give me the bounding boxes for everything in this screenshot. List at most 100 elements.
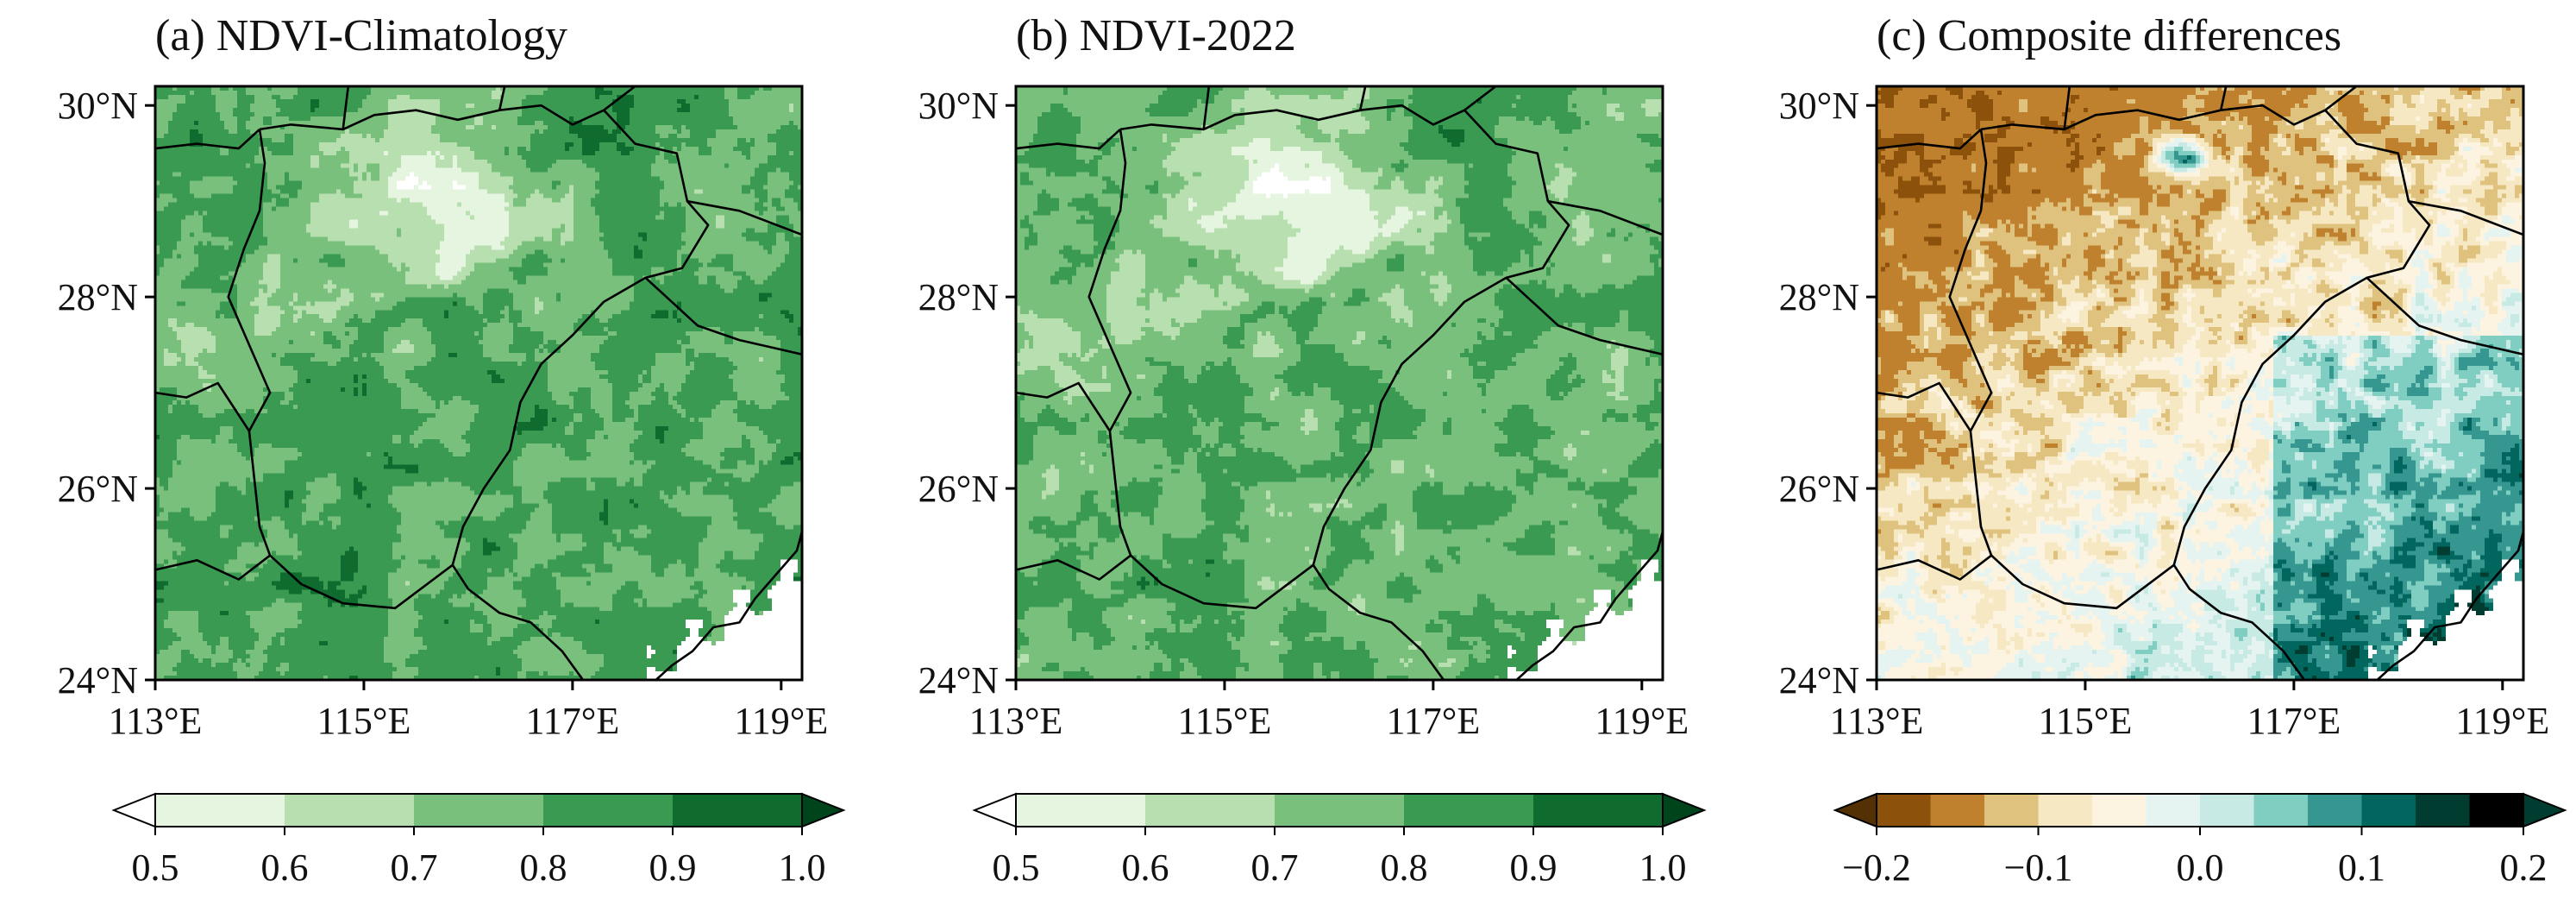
border-line (1202, 86, 1211, 130)
colorbar-swatch (1984, 794, 2039, 827)
colorbar-swatch (1275, 794, 1405, 827)
colorbar-tick-label: 0.0 (2177, 846, 2224, 889)
panel-title: (a) NDVI-Climatology (155, 11, 567, 60)
lon-tick-label: 117°E (525, 700, 619, 742)
border-line (1948, 104, 2431, 610)
coastline (655, 531, 802, 680)
colorbar-frame (154, 793, 803, 827)
colorbar-tick-label: 0.6 (261, 846, 309, 889)
province-borders (1877, 86, 2523, 680)
panel-frame (1875, 85, 2525, 682)
colorbar-tick-label: 0.8 (520, 846, 567, 889)
lon-tick-label: 119°E (1595, 700, 1689, 742)
lat-tick-label: 30°N (1779, 85, 1859, 127)
colorbar-tick-label: 0.7 (391, 846, 438, 889)
map-panel-3: (c) Composite differences 30°N 28°N 26°N 24°… (1779, 11, 2550, 742)
colorbar-swatch (2092, 794, 2147, 827)
colorbar-tick-label: 1.0 (1639, 846, 1687, 889)
border-line (1358, 86, 1367, 110)
lat-tick-label: 26°N (918, 468, 999, 510)
ndvi-field-3 (1877, 86, 2523, 680)
colorbar-2: 0.5 0.6 0.7 0.8 0.9 1.0 (972, 792, 1707, 889)
border-line (1463, 86, 1497, 111)
border-line (1877, 381, 1971, 432)
province-borders (155, 86, 802, 680)
panel-frame (154, 85, 804, 682)
lat-tick-label: 26°N (1779, 468, 1859, 510)
lon-tick-label: 117°E (2247, 700, 2341, 742)
colorbar-tick-label: 0.2 (2500, 846, 2548, 889)
colorbar-swatch (543, 794, 674, 827)
colorbar-tick-label: 0.6 (1122, 846, 1169, 889)
colorbar-swatch (2361, 794, 2416, 827)
colorbar-tick-label: 0.5 (132, 846, 179, 889)
border-line (2063, 86, 2071, 130)
colorbar-swatch (285, 794, 415, 827)
lat-tick-label: 28°N (918, 276, 999, 318)
lat-tick-label: 24°N (58, 659, 138, 702)
lat-tick-label: 26°N (58, 468, 138, 510)
coastline (2376, 531, 2523, 680)
colorbar-3: −0.2 −0.1 0.0 0.1 0.2 (1833, 792, 2567, 889)
border-line (1505, 276, 1663, 355)
lon-tick-label: 113°E (969, 700, 1063, 742)
colorbar-swatch (414, 794, 544, 827)
colorbar-extend-high (2523, 792, 2567, 828)
ndvi-field-2 (1016, 86, 1663, 680)
colorbar-swatch (2308, 794, 2362, 827)
colorbar-extend-high (1662, 792, 1707, 828)
border-line (155, 381, 250, 432)
panel-frame (1014, 85, 1664, 682)
panel-title: (c) Composite differences (1877, 11, 2341, 60)
colorbar-swatch (1930, 794, 1985, 827)
colorbar-frame (1015, 793, 1664, 827)
border-line (2408, 199, 2523, 236)
colorbar-tick-label: 0.7 (1251, 846, 1299, 889)
border-line (1877, 128, 1982, 150)
border-line (342, 86, 350, 130)
lat-tick-label: 28°N (1779, 276, 1859, 318)
colorbar-tick-label: −0.1 (2004, 846, 2073, 889)
colorbar-tick-label: 0.9 (1510, 846, 1558, 889)
colorbar-tick-label: 0.5 (993, 846, 1040, 889)
colorbar-swatch (2416, 794, 2470, 827)
border-line (644, 276, 802, 355)
colorbar-swatch (673, 794, 803, 827)
colorbar-swatch (2200, 794, 2254, 827)
colorbar-tick-label: 0.1 (2338, 846, 2385, 889)
border-line (1016, 381, 1111, 432)
lon-tick-label: 117°E (1386, 700, 1480, 742)
border-line (1877, 554, 1992, 581)
lat-tick-label: 24°N (918, 659, 999, 702)
lon-tick-label: 115°E (2039, 700, 2133, 742)
border-line (498, 86, 506, 110)
colorbar-swatch (1145, 794, 1275, 827)
lon-tick-label: 119°E (2455, 700, 2549, 742)
colorbar-tick-label: 0.8 (1381, 846, 1428, 889)
colorbar-extend-low (1833, 792, 1877, 828)
ndvi-field-1 (155, 86, 802, 680)
border-line (451, 564, 585, 680)
border-line (1016, 554, 1131, 581)
colorbar-tick-label: 0.9 (649, 846, 697, 889)
lat-tick-label: 24°N (1779, 659, 1859, 702)
colorbar-swatch (1533, 794, 1664, 827)
border-line (2324, 86, 2358, 111)
border-line (2219, 86, 2228, 110)
border-line (2366, 276, 2523, 355)
colorbars: 0.5 0.6 0.7 0.8 0.9 1.0 0.5 0.6 0.7 0.8 0.9 1.0 −0.2… (111, 792, 2567, 889)
colorbar-extend-high (801, 792, 846, 828)
border-line (603, 86, 636, 111)
lon-tick-label: 113°E (1830, 700, 1924, 742)
colorbar-swatch (1404, 794, 1534, 827)
colorbar-swatch (2038, 794, 2093, 827)
coastline (1515, 531, 1663, 680)
border-line (1547, 199, 1663, 236)
colorbar-tick-label: −0.2 (1842, 846, 1911, 889)
colorbar-extend-low (111, 792, 156, 828)
lon-tick-label: 115°E (317, 700, 411, 742)
border-line (1016, 128, 1121, 150)
lon-tick-label: 119°E (734, 700, 828, 742)
